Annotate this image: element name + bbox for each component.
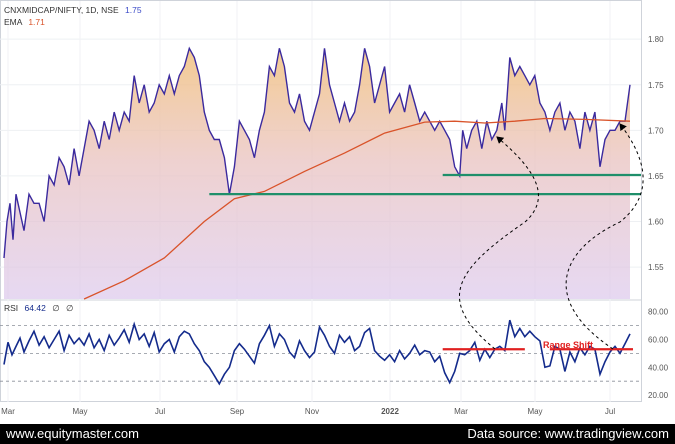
x-label-3: Sep [230,407,245,416]
footer-bar: www.equitymaster.com Data source: www.tr… [0,424,675,444]
symbol-value: 1.75 [125,5,142,15]
price-tick-0: 1.80 [648,35,664,44]
x-label-1: May [72,407,87,416]
x-label-7: May [527,407,542,416]
price-y-ticks: 1.80 1.75 1.70 1.65 1.60 1.55 [648,35,664,272]
x-label-4: Nov [305,407,319,416]
annotation-arrows [458,123,644,350]
x-label-8: Jul [605,407,615,416]
rsi-extra-1: ∅ [52,303,60,313]
price-layer [3,46,641,300]
rsi-tick-2: 40.00 [648,363,669,372]
rsi-value: 64.42 [25,303,47,313]
price-line [3,46,631,259]
rsi-tick-3: 20.00 [648,391,669,400]
rsi-tick-0: 80.00 [648,308,669,317]
footer-left[interactable]: www.equitymaster.com [6,426,139,441]
x-label-6: Mar [454,407,468,416]
rsi-line [3,319,631,386]
price-tick-5: 1.55 [648,263,664,272]
rsi-extra-2: ∅ [66,303,74,313]
rsi-header: RSI 64.42 ∅ ∅ [4,303,74,313]
rsi-label: RSI [4,303,18,313]
price-header: CNXMIDCAP/NIFTY, 1D, NSE 1.75 [4,5,142,15]
arrow-2 [565,123,644,350]
range-shift-annotation: Range Shift [543,340,593,350]
x-label-0: Mar [1,407,15,416]
price-tick-1: 1.75 [648,81,664,90]
price-tick-2: 1.70 [648,126,664,135]
ema-value: 1.71 [28,17,45,27]
ema-label: EMA [4,17,23,27]
ema-header: EMA 1.71 [4,17,45,27]
plot-frame [0,0,642,402]
arrow-1 [458,136,539,350]
price-tick-4: 1.60 [648,218,664,227]
price-tick-3: 1.65 [648,172,664,181]
x-label-2: Jul [155,407,165,416]
chart-svg: 1.80 1.75 1.70 1.65 1.60 1.55 80.00 60.00 40.00… [0,0,669,416]
rsi-layer [0,319,641,386]
rsi-tick-1: 60.00 [648,336,669,345]
ema-line [83,117,631,300]
x-label-5: 2022 [381,407,399,416]
footer-right[interactable]: Data source: www.tradingview.com [467,426,669,441]
price-area [4,48,630,299]
x-axis-labels: Mar May Jul Sep Nov 2022 Mar May Jul [1,407,615,416]
symbol-label: CNXMIDCAP/NIFTY, 1D, NSE [4,5,119,15]
rsi-y-ticks: 80.00 60.00 40.00 20.00 [648,308,669,400]
